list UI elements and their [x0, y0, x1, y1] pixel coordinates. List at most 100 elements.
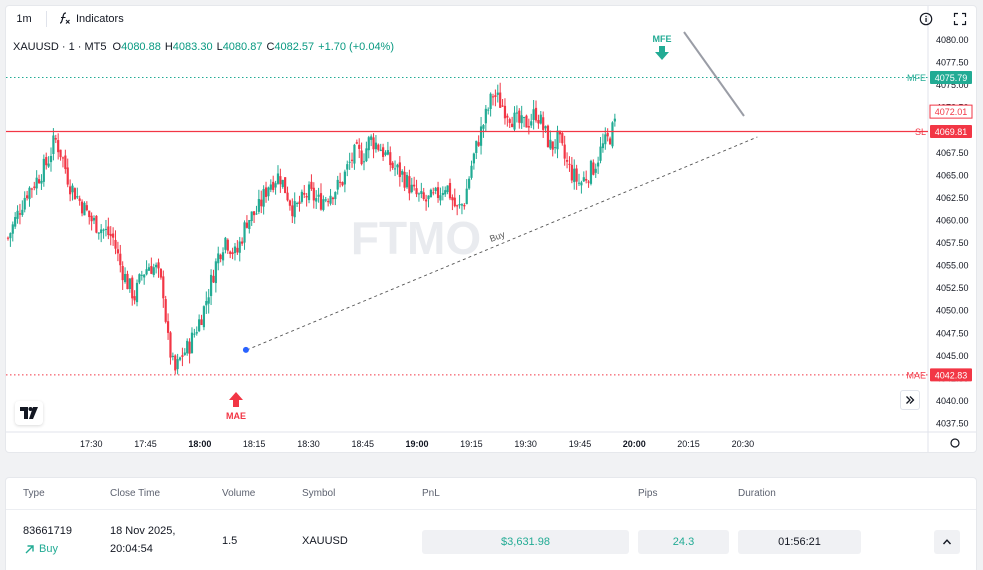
candle-body — [169, 332, 172, 358]
candle-body — [279, 176, 282, 185]
candle-body — [18, 213, 22, 215]
candle-body — [245, 222, 249, 228]
candle-body — [45, 157, 48, 166]
price-chart[interactable]: FTMO4080.004077.504075.004072.504070.004… — [6, 6, 977, 453]
candle-body — [30, 188, 33, 190]
symbol-value: XAUUSD — [302, 535, 348, 547]
time-tick-label: 18:00 — [188, 439, 211, 449]
current-price-tag — [929, 104, 973, 119]
chart-panel[interactable]: FTMO4080.004077.504075.004072.504070.004… — [5, 5, 977, 453]
candle-body — [525, 115, 528, 128]
candle-body — [131, 277, 134, 299]
candle-body — [133, 296, 136, 301]
header-pnl[interactable]: PnL — [422, 488, 440, 499]
candle-body — [487, 109, 490, 111]
candle-body — [119, 253, 122, 266]
trade-path-line — [246, 136, 758, 351]
candle-body — [484, 108, 487, 124]
scroll-to-realtime-button[interactable] — [900, 390, 920, 410]
candle-body — [14, 217, 17, 227]
candle-body — [391, 162, 394, 169]
candle-body — [370, 136, 373, 140]
candle-body — [64, 155, 67, 170]
candle-body — [236, 247, 239, 253]
sl-price-value: 4069.81 — [935, 127, 968, 137]
candle-body — [346, 164, 349, 170]
time-tick-label: 18:45 — [351, 439, 374, 449]
header-close-time[interactable]: Close Time — [110, 488, 161, 499]
candle-body — [267, 187, 270, 197]
tradingview-logo[interactable] — [15, 401, 43, 425]
candle-body — [518, 110, 521, 123]
candle-body — [198, 319, 201, 332]
header-type[interactable]: Type — [23, 488, 45, 499]
candle-body — [530, 121, 533, 126]
candle-body — [28, 187, 31, 200]
mae-price-value: 4042.83 — [935, 370, 968, 380]
candle-body — [252, 211, 256, 216]
candle-body — [16, 210, 19, 219]
candle-body — [587, 181, 590, 183]
mfe-marker-label: MFE — [653, 34, 672, 44]
candle-body — [460, 204, 464, 206]
entry-marker — [242, 346, 249, 353]
fullscreen-icon[interactable] — [952, 11, 968, 27]
candle-body — [468, 178, 471, 189]
indicators-button[interactable]: Indicators — [57, 11, 124, 28]
candle-body — [152, 267, 155, 276]
candle-body — [420, 191, 423, 194]
symbol-title[interactable]: XAUUSD · 1 · MT5 — [13, 41, 107, 53]
interval-button[interactable]: 1m — [16, 13, 32, 25]
candle-body — [291, 205, 294, 217]
header-volume[interactable]: Volume — [222, 488, 256, 499]
candle-body — [190, 332, 194, 354]
candle-body — [269, 184, 272, 190]
candle-body — [112, 233, 115, 238]
candle-body — [317, 194, 320, 197]
candle-body — [496, 92, 499, 95]
candle-body — [219, 254, 222, 260]
candle-body — [549, 139, 552, 149]
candle-body — [66, 167, 69, 185]
low-value: 4080.87 — [222, 41, 263, 53]
candle-body — [522, 117, 526, 119]
candle-body — [281, 179, 284, 187]
candle-body — [138, 274, 141, 283]
candle-body — [69, 186, 72, 195]
candle-body — [556, 130, 559, 150]
candle-body — [231, 252, 234, 255]
candle-body — [358, 144, 361, 149]
low-key: L — [216, 41, 223, 53]
price-tick-label: 4067.50 — [936, 148, 969, 158]
header-pips[interactable]: Pips — [638, 488, 658, 499]
candle-body — [494, 95, 497, 97]
candle-body — [183, 352, 186, 355]
candle-body — [408, 176, 411, 194]
price-tick-label: 4057.50 — [936, 238, 969, 248]
candle-body — [501, 105, 504, 107]
candle-body — [601, 143, 605, 149]
candle-body — [21, 209, 24, 215]
collapse-row-button[interactable] — [934, 530, 960, 554]
candle-body — [470, 165, 473, 178]
close-time: 20:04:54 — [110, 543, 153, 555]
candle-body — [592, 162, 595, 175]
price-tick-label: 4050.00 — [936, 306, 969, 316]
candle-body — [331, 197, 335, 200]
mae-level-label: MAE — [906, 370, 926, 380]
candle-body — [520, 115, 523, 124]
candle-body — [59, 149, 62, 158]
axis-settings-icon[interactable] — [950, 438, 960, 448]
candle-body — [353, 144, 356, 164]
candle-body — [573, 168, 576, 183]
info-icon[interactable] — [918, 11, 934, 27]
candle-body — [71, 185, 74, 193]
candle-body — [174, 355, 177, 371]
trade-side: Buy — [24, 543, 58, 555]
candle-body — [393, 168, 397, 170]
candle-body — [577, 182, 581, 184]
candle-body — [97, 232, 100, 234]
header-duration[interactable]: Duration — [738, 488, 776, 499]
header-symbol[interactable]: Symbol — [302, 488, 336, 499]
candle-body — [365, 148, 368, 162]
